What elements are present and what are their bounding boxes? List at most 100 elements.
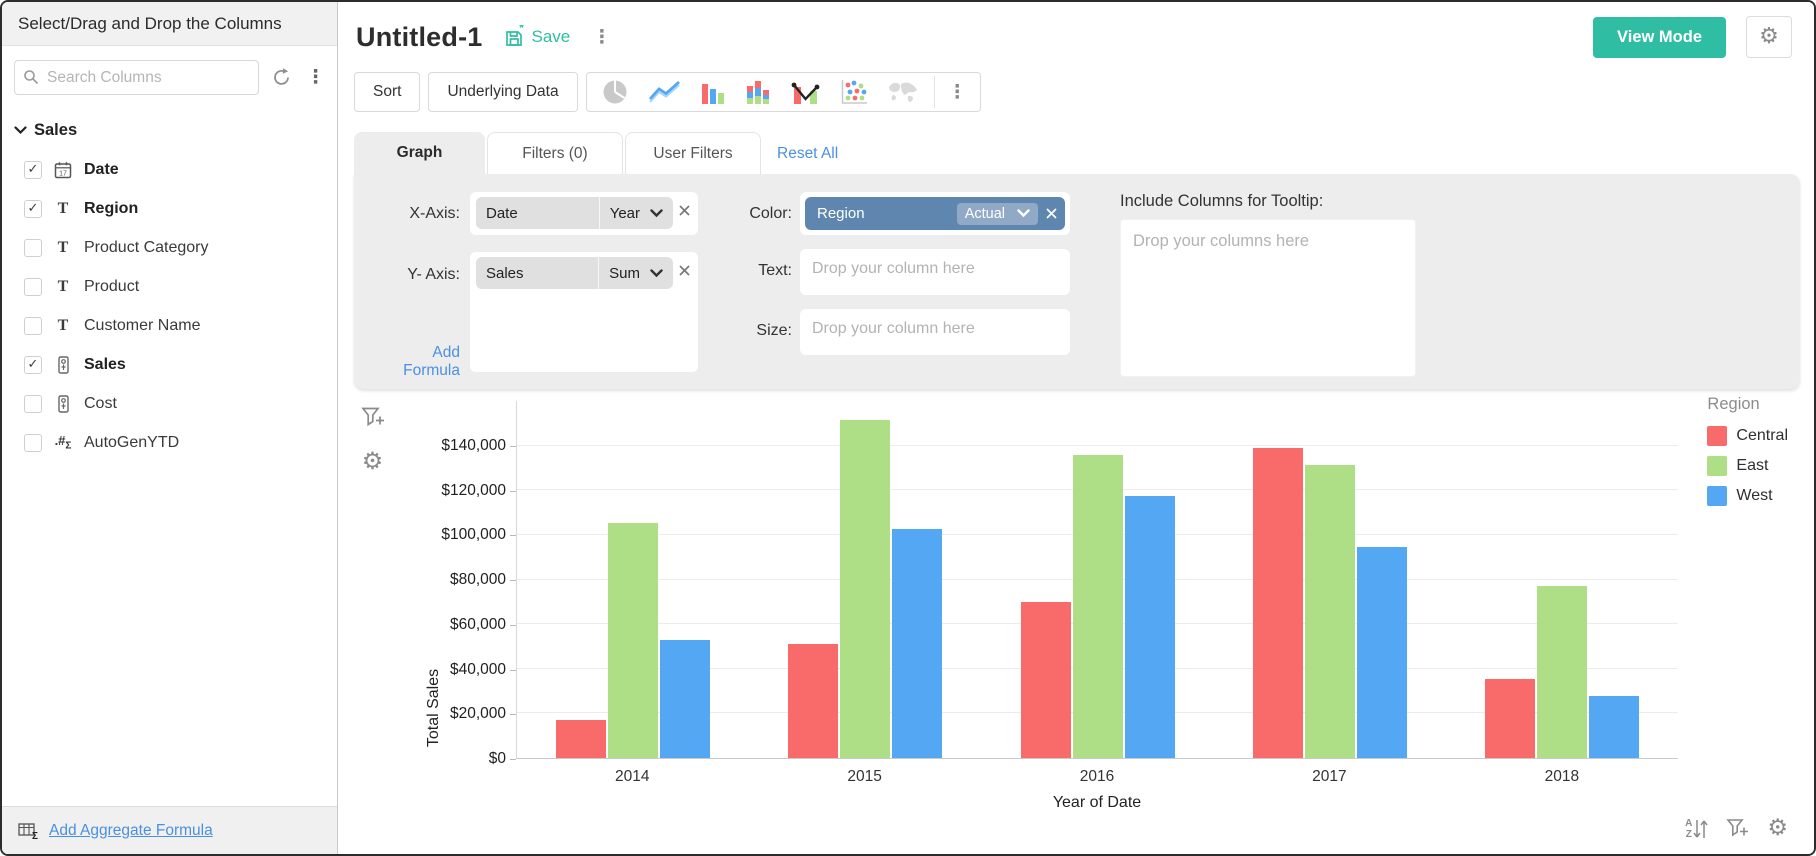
search-input[interactable] [14, 60, 259, 95]
color-aggregate-select[interactable]: Actual [956, 202, 1038, 225]
chart-settings-button[interactable]: ⚙ [358, 447, 387, 475]
bar-west-2017[interactable] [1356, 547, 1407, 758]
column-item[interactable]: Sales [12, 345, 329, 384]
y-axis-pill[interactable]: Sales Sum [476, 257, 673, 289]
y-axis-label: Y- Axis: [407, 266, 460, 283]
more-charts-button[interactable]: ⋮ [939, 79, 976, 106]
column-item[interactable]: Cost [12, 384, 329, 423]
text-type-icon: T [52, 317, 74, 335]
column-item[interactable]: T Product [12, 267, 329, 306]
legend-item-west[interactable]: West [1707, 486, 1788, 506]
stacked-bar-chart-icon[interactable] [736, 75, 781, 109]
table-group-sales[interactable]: Sales [14, 121, 329, 140]
tooltip-dropzone[interactable]: Drop your columns here [1120, 219, 1416, 377]
x-axis-field: Date [486, 204, 518, 222]
divider [933, 76, 935, 108]
scatter-chart-icon[interactable] [830, 74, 878, 110]
column-checkbox[interactable] [24, 277, 42, 296]
column-checkbox[interactable] [24, 433, 42, 452]
bar-west-2015[interactable] [892, 529, 943, 758]
bar-west-2014[interactable] [660, 639, 711, 758]
column-item[interactable]: 17 Date [12, 150, 329, 189]
bar-west-2018[interactable] [1588, 695, 1639, 758]
column-checkbox[interactable] [24, 394, 42, 413]
refresh-button[interactable] [269, 65, 294, 90]
add-filter-button[interactable] [358, 403, 387, 431]
column-item[interactable]: T Product Category [12, 228, 329, 267]
add-aggregate-formula-link[interactable]: Add Aggregate Formula [49, 821, 213, 839]
column-checkbox[interactable] [24, 316, 42, 335]
column-checkbox[interactable] [24, 355, 42, 374]
tooltip-label: Include Columns for Tooltip: [1120, 192, 1324, 210]
size-dropzone[interactable]: Drop your column here [800, 309, 1070, 355]
chevron-down-icon [650, 208, 663, 217]
color-remove-button[interactable] [1046, 208, 1057, 219]
kebab-menu-icon: ⋮ [947, 80, 967, 103]
text-type-icon: T [57, 316, 69, 334]
bar-central-2018[interactable] [1484, 678, 1535, 758]
add-formula-link[interactable]: Add Formula [403, 344, 460, 379]
tooltip-column: Include Columns for Tooltip: Drop your c… [1120, 192, 1416, 377]
reset-all-link[interactable]: Reset All [777, 145, 839, 162]
bar-east-2017[interactable] [1304, 464, 1355, 758]
bar-west-2016[interactable] [1124, 495, 1175, 758]
color-pill[interactable]: Region Actual [805, 197, 1065, 230]
tabs-row: Graph Filters (0) User Filters Reset All [338, 132, 1814, 174]
title-menu-button[interactable]: ⋮ [590, 26, 613, 49]
x-axis-dropzone[interactable]: Date Year [470, 192, 698, 235]
y-axis-aggregate-select[interactable]: Sum [598, 257, 673, 289]
pie-chart-icon[interactable] [591, 74, 639, 110]
y-axis-remove-button[interactable] [679, 265, 690, 276]
tab-filters[interactable]: Filters (0) [487, 132, 623, 174]
tab-user-filters[interactable]: User Filters [625, 132, 761, 174]
sidebar-menu-button[interactable]: ⋮ [304, 66, 327, 89]
y-tick: $0 [489, 750, 516, 768]
settings-button[interactable]: ⚙ [1746, 16, 1792, 58]
column-checkbox[interactable] [24, 160, 42, 179]
bar-east-2014[interactable] [608, 522, 659, 758]
chart-left-tools: ⚙ [358, 403, 387, 475]
x-tick: 2015 [847, 768, 882, 785]
chart-filter-button[interactable] [1723, 815, 1751, 842]
bar-central-2017[interactable] [1252, 447, 1303, 758]
bar-central-2016[interactable] [1020, 601, 1071, 758]
bar-chart-icon[interactable] [691, 75, 736, 109]
combo-chart-icon[interactable] [781, 75, 830, 109]
legend-label: West [1736, 487, 1773, 504]
titlebar: Untitled-1 * Save ⋮ View Mode ⚙ [338, 2, 1814, 72]
bar-central-2014[interactable] [556, 720, 607, 758]
column-item[interactable]: .#Σ AutoGenYTD [12, 423, 329, 462]
x-tick: 2017 [1312, 768, 1347, 785]
sidebar-title: Select/Drag and Drop the Columns [2, 2, 337, 46]
underlying-data-button[interactable]: Underlying Data [428, 72, 578, 112]
column-tree: Sales 17 Date T Region T Product Categor… [2, 105, 337, 806]
chart-options-button[interactable]: ⚙ [1765, 815, 1790, 842]
x-axis-pill[interactable]: Date Year [476, 197, 673, 229]
sort-button[interactable]: Sort [354, 72, 421, 112]
column-checkbox[interactable] [24, 238, 42, 257]
bar-east-2018[interactable] [1536, 586, 1587, 758]
bar-east-2015[interactable] [840, 419, 891, 758]
text-dropzone[interactable]: Drop your column here [800, 249, 1070, 295]
tab-graph[interactable]: Graph [354, 132, 485, 174]
bar-group-2016 [981, 401, 1213, 758]
color-dropzone[interactable]: Region Actual [800, 192, 1070, 235]
x-axis-remove-button[interactable] [679, 205, 690, 216]
save-button[interactable]: * Save [503, 25, 570, 49]
y-axis-dropzone[interactable]: Sales Sum [470, 252, 698, 372]
x-tick: 2016 [1079, 768, 1115, 785]
bar-east-2016[interactable] [1072, 454, 1123, 758]
view-mode-button[interactable]: View Mode [1593, 16, 1726, 58]
column-item[interactable]: T Region [12, 189, 329, 228]
column-label: AutoGenYTD [84, 433, 180, 451]
column-checkbox[interactable] [24, 199, 42, 218]
legend-item-east[interactable]: East [1707, 456, 1788, 476]
bar-central-2015[interactable] [788, 644, 839, 758]
column-item[interactable]: T Customer Name [12, 306, 329, 345]
line-chart-icon[interactable] [639, 75, 691, 109]
legend-item-central[interactable]: Central [1707, 426, 1788, 446]
map-chart-icon[interactable] [878, 76, 930, 108]
formula-type-icon: .#Σ [52, 433, 74, 452]
x-axis-aggregate-select[interactable]: Year [598, 197, 673, 229]
